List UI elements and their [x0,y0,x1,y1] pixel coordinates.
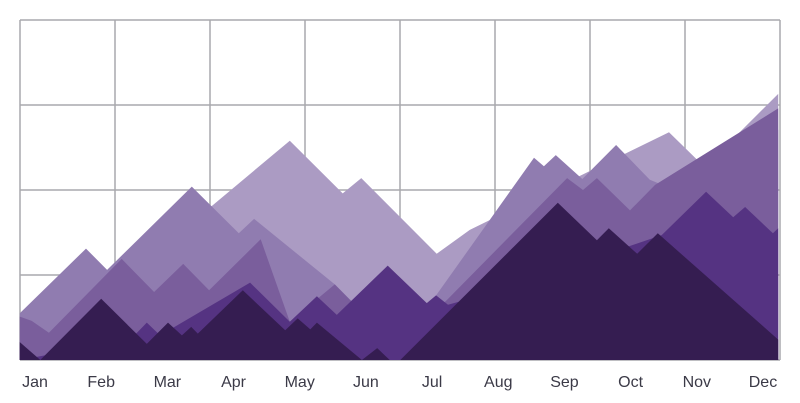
x-tick-label: Jul [422,374,442,391]
area-series [19,93,779,361]
x-tick-label: Apr [221,374,247,391]
x-tick-label: Jan [22,374,48,391]
x-tick-label: Oct [618,374,643,391]
x-tick-label: Jun [353,374,379,391]
x-tick-label: Aug [484,374,512,391]
x-tick-label: Mar [154,374,182,391]
x-tick-label: Sep [550,374,579,391]
x-tick-label: May [285,374,315,391]
x-tick-label: Feb [87,374,115,391]
x-tick-label: Dec [749,374,777,391]
area-series-5 [19,202,779,360]
x-tick-label: Nov [683,374,711,391]
x-axis-ticks: Jan Feb Mar Apr May Jun Jul Aug Sep Oct Nov Dec [22,374,777,391]
